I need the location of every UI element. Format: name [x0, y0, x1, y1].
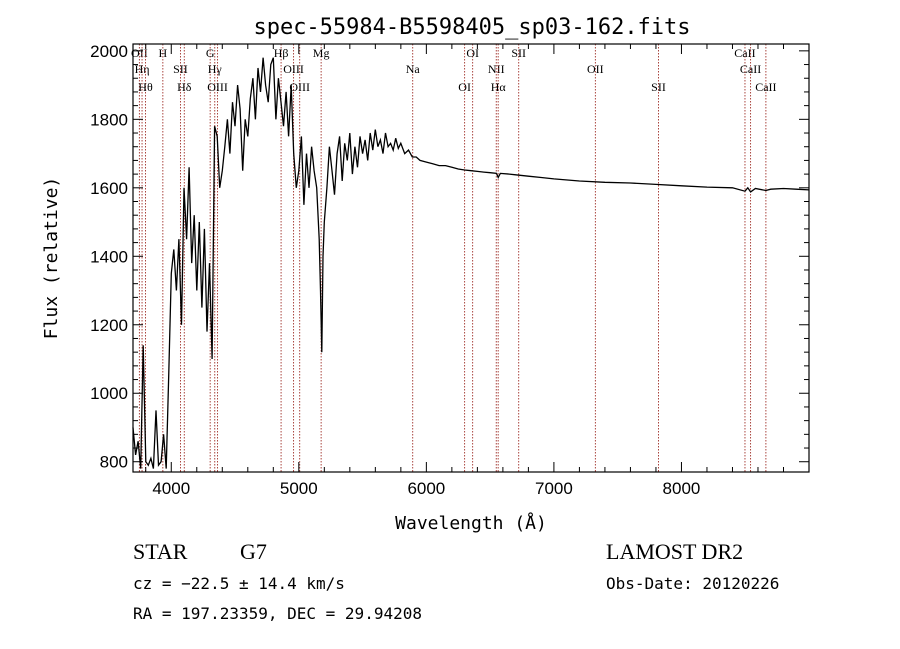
plot-frame	[132, 43, 810, 473]
spectrum-line	[132, 57, 810, 469]
line-marker-label: SII	[511, 46, 526, 60]
line-marker-label: OI	[458, 80, 471, 94]
line-marker-label: Hθ	[138, 80, 153, 94]
emission-line-markers: OIIHηHθHSIIHδGHγOIIIHβOIIIOIIIMgNaOIOINI…	[131, 44, 777, 472]
x-tick-label: 8000	[663, 479, 701, 498]
y-tick-label: 2000	[90, 42, 128, 61]
line-marker-label: Hβ	[274, 46, 289, 60]
line-marker-label: OII	[587, 62, 604, 76]
line-marker-label: NII	[488, 62, 505, 76]
line-marker-label: CaII	[740, 62, 761, 76]
axis-ticks: 4000 5000 6000 7000 8000 800 1000 1200 1400 1600 1…	[90, 42, 810, 498]
x-tick-label: 5000	[280, 479, 318, 498]
line-marker-label: OIII	[289, 80, 310, 94]
line-marker-label: OI	[466, 46, 479, 60]
line-marker-label: OIII	[207, 80, 228, 94]
line-marker-label: Hγ	[208, 62, 223, 76]
y-tick-label: 1000	[90, 384, 128, 403]
x-tick-label: 4000	[152, 479, 190, 498]
line-marker-label: SII	[173, 62, 188, 76]
y-tick-label: 1800	[90, 110, 128, 129]
coordinates-readout: RA = 197.23359, DEC = 29.94208	[133, 604, 422, 623]
line-marker-label: Hα	[491, 80, 507, 94]
line-marker-label: H	[159, 46, 168, 60]
y-tick-label: 800	[100, 453, 128, 472]
line-marker-label: Hδ	[177, 80, 192, 94]
y-tick-label: 1400	[90, 247, 128, 266]
object-subclass: G7	[240, 539, 267, 564]
line-marker-label: G	[206, 46, 215, 60]
redshift-readout: cz = −22.5 ± 14.4 km/s	[133, 574, 345, 593]
line-marker-label: OIII	[283, 62, 304, 76]
line-marker-label: Mg	[313, 46, 330, 60]
line-marker-label: CaII	[755, 80, 776, 94]
y-tick-label: 1600	[90, 179, 128, 198]
y-axis-label: Flux (relative)	[41, 177, 62, 340]
survey-name: LAMOST DR2	[606, 539, 743, 564]
line-marker-label: CaII	[734, 46, 755, 60]
chart-title: spec-55984-B5598405_sp03-162.fits	[253, 15, 690, 40]
x-axis-label: Wavelength (Å)	[395, 512, 547, 534]
object-class: STAR	[133, 539, 188, 564]
line-marker-label: SII	[651, 80, 666, 94]
line-marker-label: OII	[131, 46, 148, 60]
line-marker-label: Na	[406, 62, 421, 76]
x-tick-label: 6000	[407, 479, 445, 498]
observation-date: Obs-Date: 20120226	[606, 574, 779, 593]
y-tick-label: 1200	[90, 316, 128, 335]
x-tick-label: 7000	[535, 479, 573, 498]
